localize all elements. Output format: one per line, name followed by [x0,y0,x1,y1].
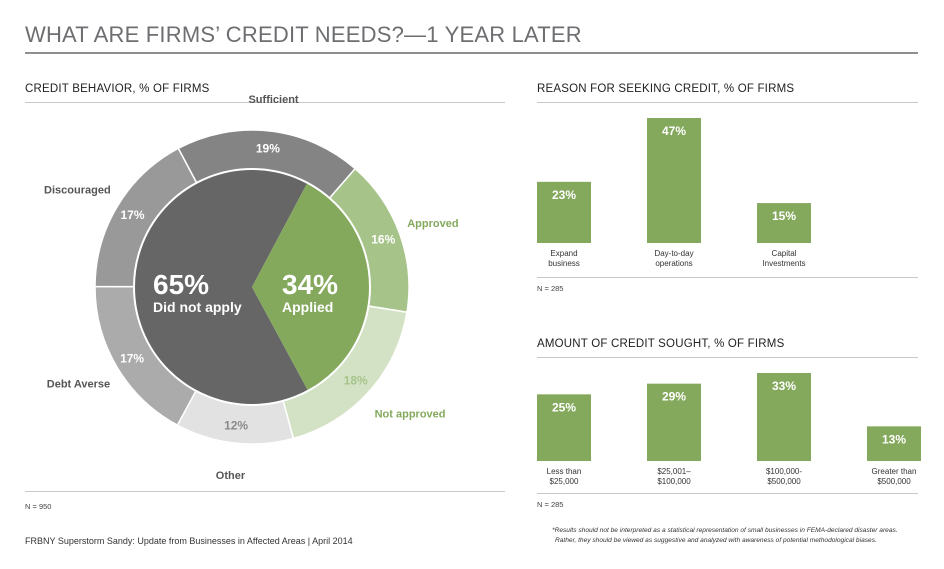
credit-behavior-bottom-rule [25,491,505,492]
reason-value-3: 15% [772,209,796,223]
credit-behavior-rule [25,102,505,103]
donut-label-discouraged: Discouraged [44,184,111,196]
credit-behavior-n: N = 950 [25,502,52,511]
amount-category-3-line-1: $100,000- [766,467,802,476]
page-title: WHAT ARE FIRMS’ CREDIT NEEDS?—1 YEAR LAT… [25,22,582,47]
amount-category-3-line-2: $500,000 [767,477,801,486]
reason-bottom-rule [537,277,918,278]
amount-bar-2 [647,383,701,461]
footer-source: FRBNY Superstorm Sandy: Update from Busi… [25,536,353,546]
amount-rule [537,357,918,358]
reason-category-1-line-2: business [548,259,580,268]
amount-bottom-rule [537,493,918,494]
donut-value-not-approved: 18% [344,373,368,387]
inner-label-applied: Applied [282,299,333,315]
reason-category-2-line-2: operations [655,259,692,268]
disclaimer-line-2: Rather, they should be viewed as suggest… [555,537,877,544]
amount-value-3: 33% [772,379,796,393]
reason-value-2: 47% [662,124,686,138]
disclaimer-line-1: *Results should not be interpreted as a … [552,527,898,534]
reason-bar-2 [647,118,701,243]
inner-slice-did-not-apply [134,169,309,406]
donut-label-not-approved: Not approved [375,408,446,420]
amount-value-4: 13% [882,432,906,446]
reason-rule [537,102,918,103]
donut-label-sufficient: Sufficient [248,94,298,106]
amount-n: N = 285 [537,500,564,509]
inner-value-did-not-apply: 65% [153,269,209,300]
donut-label-debt-averse: Debt Averse [47,379,110,391]
title-rule [25,52,918,54]
reason-title: REASON FOR SEEKING CREDIT, % OF FIRMS [537,83,795,95]
inner-pie-outline [133,168,371,406]
inner-slice-applied [252,182,371,391]
donut-label-approved: Approved [407,218,458,230]
reason-category-1-line-1: Expand [550,249,577,258]
donut-value-discouraged: 17% [121,208,145,222]
credit-behavior-title: CREDIT BEHAVIOR, % OF FIRMS [25,83,210,95]
inner-value-applied: 34% [282,269,338,300]
amount-category-4-line-1: Greater than [872,467,917,476]
donut-label-other: Other [216,470,246,482]
amount-category-2-line-1: $25,001– [657,467,691,476]
donut-value-approved: 16% [371,233,395,247]
reason-category-3-line-2: Investments [762,259,805,268]
amount-category-4-line-2: $500,000 [877,477,911,486]
inner-label-did-not-apply: Did not apply [153,299,242,315]
donut-value-debt-averse: 17% [120,351,144,365]
amount-category-2-line-2: $100,000 [657,477,691,486]
amount-value-1: 25% [552,400,576,414]
donut-value-sufficient: 19% [256,141,280,155]
amount-category-1-line-2: $25,000 [550,477,579,486]
amount-bar-3 [757,373,811,461]
reason-value-1: 23% [552,188,576,202]
amount-value-2: 29% [662,390,686,404]
reason-category-2-line-1: Day-to-day [654,249,693,258]
amount-category-1-line-1: Less than [547,467,582,476]
reason-bar-1 [537,181,591,243]
disclaimer: *Results should not be interpreted as a … [552,526,932,546]
amount-bar-1 [537,394,591,461]
donut-value-other: 12% [224,419,248,433]
amount-bar-4 [867,426,921,461]
reason-category-3-line-1: Capital [772,249,797,258]
amount-title: AMOUNT OF CREDIT SOUGHT, % OF FIRMS [537,338,785,350]
reason-bar-3 [757,203,811,243]
reason-n: N = 285 [537,284,564,293]
